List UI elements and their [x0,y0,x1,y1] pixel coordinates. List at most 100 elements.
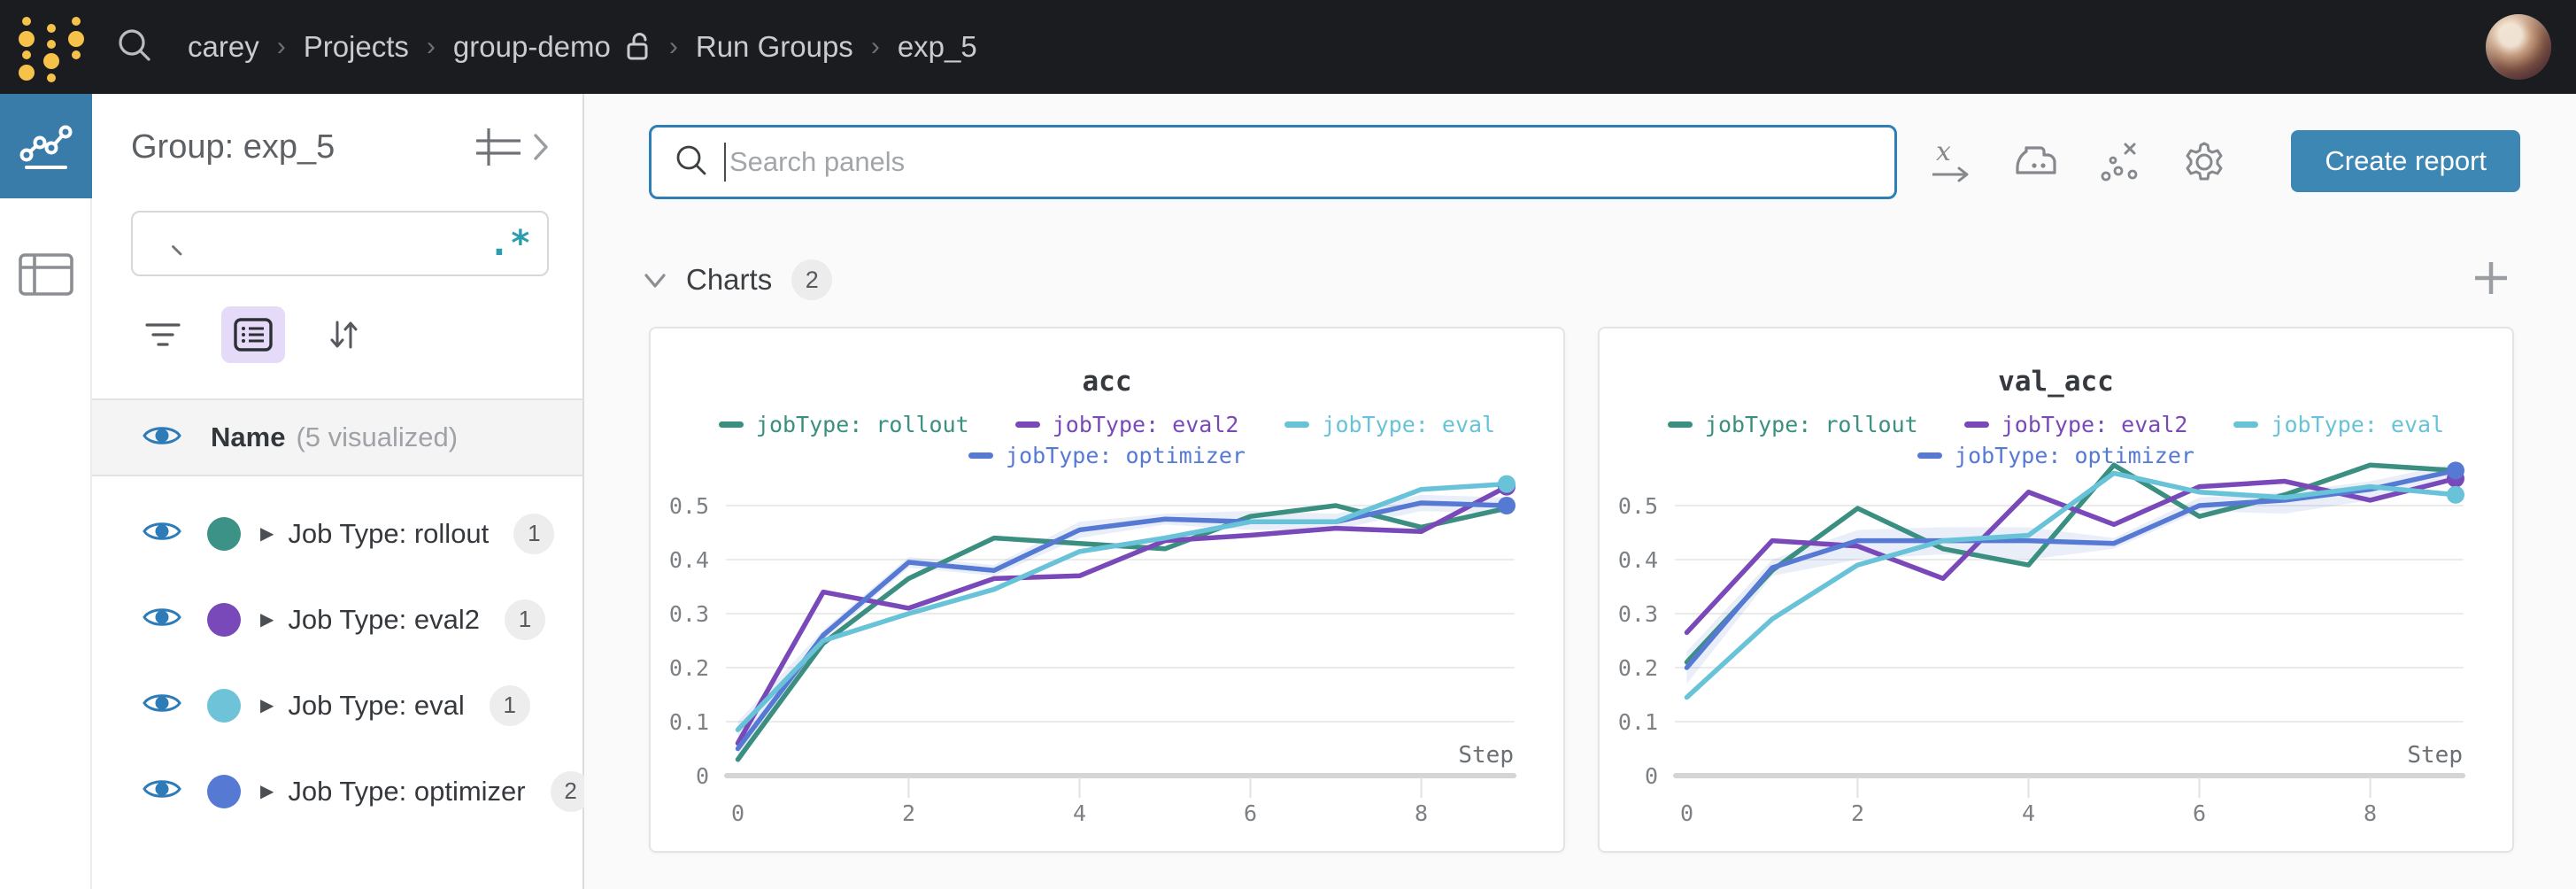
charts-grid: acc jobType: rollout jobType: eval2 jobTyp… [649,327,2514,853]
svg-text:0: 0 [1680,800,1693,826]
smoothing-iron-icon[interactable] [2010,139,2060,185]
regex-toggle[interactable]: .* [488,223,531,264]
legend-item[interactable]: jobType: eval2 [1014,412,1239,437]
chart-plot[interactable]: 0 0.1 0.2 0.3 0.4 0.5 0 2 4 6 8 Step [651,458,1565,851]
legend-dash [1014,421,1040,428]
breadcrumb-item[interactable]: Projects [303,30,409,63]
legend-item[interactable]: jobType: eval2 [1963,412,2188,437]
chart-legend-row2: jobType: optimizer [651,443,1563,468]
breadcrumb-item[interactable]: carey [188,30,259,63]
chart-legend-row1: jobType: rollout jobType: eval2 jobType: e… [651,412,1563,437]
group-run-count: 1 [513,513,555,554]
breadcrumb-item[interactable]: exp_5 [897,30,977,63]
svg-text:0: 0 [696,763,709,789]
svg-text:6: 6 [1244,800,1257,826]
visibility-eye-icon[interactable] [142,689,182,722]
create-report-button[interactable]: Create report [2291,130,2520,192]
top-navbar: carey › Projects › group-demo › Run Groups › exp… [0,0,2576,94]
legend-label: jobType: optimizer [1955,443,2194,468]
expand-caret-icon[interactable]: ▶ [260,696,274,715]
expand-caret-icon[interactable]: ▶ [260,524,274,544]
svg-text:2: 2 [1851,800,1864,826]
add-panel-button[interactable] [2470,257,2512,304]
chart-panel[interactable]: acc jobType: rollout jobType: eval2 jobTyp… [649,327,1565,853]
wandb-logo[interactable] [0,0,104,94]
visualized-count: (5 visualized) [296,421,459,452]
svg-text:2: 2 [902,800,915,826]
group-run-count: 1 [504,599,545,640]
breadcrumb-item[interactable]: Run Groups [695,30,853,63]
panel-search-input[interactable] [729,146,1877,178]
legend-item[interactable]: jobType: eval [2233,412,2444,437]
visibility-eye-icon[interactable] [142,775,182,808]
group-label: Job Type: eval2 [288,603,480,635]
group-color-dot [207,602,241,637]
name-header-row[interactable]: Name (5 visualized) [92,398,582,476]
visibility-eye-icon[interactable] [142,517,182,550]
run-group-row[interactable]: ▶ Job Type: optimizer 2 [92,748,591,834]
breadcrumb-item[interactable]: group-demo [452,30,611,63]
legend-item[interactable]: jobType: rollout [1667,412,1918,437]
rail-item-runs-table[interactable] [0,225,92,329]
chart-plot[interactable]: 0 0.1 0.2 0.3 0.4 0.5 0 2 4 6 8 Step [1600,458,2514,851]
legend-item[interactable]: jobType: optimizer [1917,443,2194,468]
svg-text:0.5: 0.5 [1618,493,1658,519]
chart-legend-row2: jobType: optimizer [1600,443,2512,468]
sort-icon [330,321,358,349]
unlock-icon [625,31,652,63]
group-label: Job Type: eval [288,689,465,721]
group-title: Group: exp_5 [131,128,335,166]
legend-label: jobType: rollout [755,412,969,437]
breadcrumb-separator: › [276,32,286,61]
search-icon[interactable] [115,26,154,69]
runs-sidebar: Group: exp_5 .* Name (5 visualized) ▶ Job… [92,94,591,889]
group-run-count: 2 [550,770,591,812]
legend-dash [1667,421,1693,428]
charts-section-label: Charts [686,263,773,296]
svg-text:0.4: 0.4 [1618,547,1658,573]
legend-label: jobType: eval [2271,412,2445,437]
legend-dash [1963,421,1989,428]
svg-text:4: 4 [2022,800,2035,826]
legend-dash [718,421,744,428]
run-group-row[interactable]: ▶ Job Type: eval 1 [92,662,582,748]
legend-item[interactable]: jobType: rollout [718,412,969,437]
chart-legend-row1: jobType: rollout jobType: eval2 jobType: e… [1600,412,2512,437]
group-run-count: 1 [489,684,530,726]
table-icon [18,252,74,303]
run-group-row[interactable]: ▶ Job Type: rollout 1 [92,491,582,576]
svg-text:0: 0 [731,800,744,826]
group-label: Job Type: optimizer [288,775,526,807]
runs-search-input[interactable] [198,228,489,259]
workspace-main: x Create report Charts 2 acc jobType: ro… [584,94,2576,889]
svg-text:0: 0 [1645,763,1658,789]
sort-button[interactable] [312,306,375,363]
run-group-row[interactable]: ▶ Job Type: eval2 1 [92,576,582,662]
panel-search-box [649,125,1897,199]
avatar[interactable] [2486,14,2551,80]
outliers-icon[interactable] [2097,137,2143,187]
svg-text:4: 4 [1073,800,1086,826]
visibility-eye-icon[interactable] [142,603,182,636]
legend-label: jobType: eval2 [2001,412,2188,437]
settings-gear-icon[interactable] [2180,138,2228,186]
legend-label: jobType: eval [1322,412,1496,437]
expand-caret-icon[interactable]: ▶ [260,782,274,801]
charts-section-header[interactable]: Charts 2 [640,256,833,304]
open-table-button[interactable] [474,127,551,167]
filter-button[interactable] [131,306,195,363]
legend-item[interactable]: jobType: eval [1284,412,1495,437]
legend-item[interactable]: jobType: optimizer [968,443,1246,468]
plus-icon [2475,262,2507,294]
breadcrumb-separator: › [426,32,436,61]
chart-panel[interactable]: val_acc jobType: rollout jobType: eval2 jo… [1598,327,2514,853]
group-list-button[interactable] [221,306,285,363]
svg-text:6: 6 [2193,800,2206,826]
visibility-eye-icon[interactable] [142,421,182,454]
legend-label: jobType: eval2 [1052,412,1239,437]
expand-caret-icon[interactable]: ▶ [260,610,274,630]
x-axis-icon[interactable]: x [1927,137,1973,187]
rail-item-workspace[interactable] [0,94,92,198]
legend-dash [2233,421,2259,428]
legend-dash [968,452,994,459]
